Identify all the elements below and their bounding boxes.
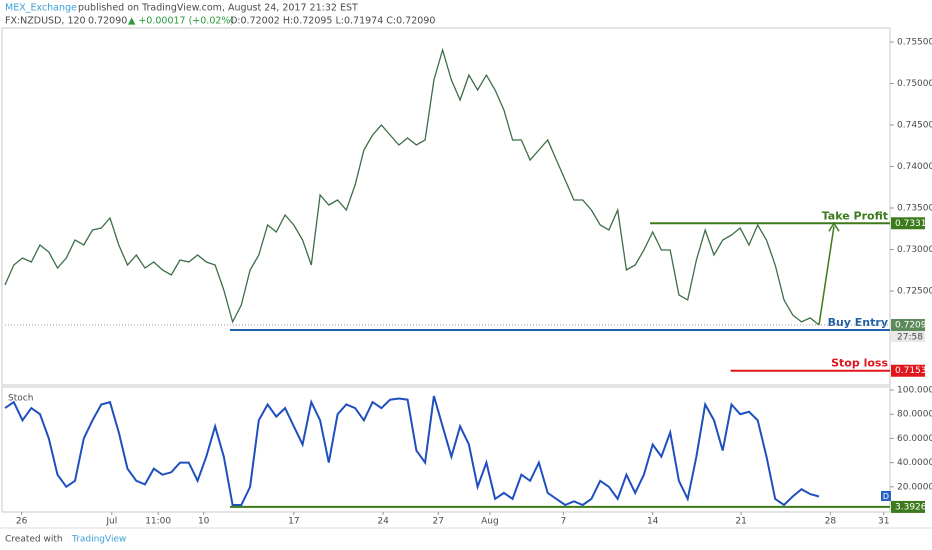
x-tick-label: 10 bbox=[198, 517, 210, 527]
last-tag bbox=[891, 319, 925, 332]
x-tick-label: 17 bbox=[288, 517, 299, 527]
x-tick-label: 11:00 bbox=[145, 517, 171, 527]
y-tick-label: 60.0000 bbox=[897, 434, 932, 444]
price-pane bbox=[1, 27, 891, 386]
y-tick-label: 40.0000 bbox=[897, 458, 932, 468]
badge bbox=[881, 491, 891, 501]
price-tag bbox=[891, 364, 925, 377]
arrow-head bbox=[828, 221, 840, 232]
stoch-title: Stoch bbox=[8, 394, 33, 404]
level-label: Stop loss bbox=[831, 357, 888, 370]
price-tag bbox=[891, 217, 925, 230]
y-tick-label: 0.73000 bbox=[897, 245, 932, 255]
level-label: Take Profit bbox=[822, 209, 888, 222]
published: published on TradingView.com, August 24,… bbox=[78, 3, 358, 14]
x-tick-label: 26 bbox=[16, 517, 28, 527]
x-tick-label: 31 bbox=[878, 517, 889, 527]
price-tag-label: 0.73316 bbox=[895, 219, 932, 229]
y-tick-label: 0.72500 bbox=[897, 286, 932, 296]
y-tick-label: 100.0000 bbox=[897, 385, 932, 395]
badge-label: D bbox=[883, 492, 889, 501]
target-arrow bbox=[818, 226, 835, 326]
stoch-pane bbox=[1, 386, 891, 513]
x-tick-label: 28 bbox=[825, 517, 837, 527]
y-tick-label: 0.74500 bbox=[897, 121, 932, 131]
y-tick-label: 20.0000 bbox=[897, 482, 932, 492]
x-tick-label: 7 bbox=[561, 517, 567, 527]
x-tick-label: 14 bbox=[647, 517, 659, 527]
last-tag-label: 0.72090 bbox=[895, 321, 932, 331]
x-tick-label: Aug bbox=[481, 517, 499, 527]
symbol: FX:NZDUSD, 120 bbox=[5, 16, 86, 27]
price-tag bbox=[891, 500, 925, 513]
price-tag-label: 0.71539 bbox=[895, 366, 932, 376]
y-tick-label: 0.74000 bbox=[897, 162, 932, 172]
y-tick-label: 0.75500 bbox=[897, 38, 932, 48]
author[interactable]: MEX_Exchange bbox=[5, 3, 77, 14]
level-label: Buy Entry bbox=[828, 316, 888, 329]
x-tick-label: 21 bbox=[735, 517, 746, 527]
y-tick-label: 80.0000 bbox=[897, 410, 932, 420]
y-tick-label: 0.73500 bbox=[897, 203, 932, 213]
countdown-tag bbox=[891, 331, 925, 343]
last: 0.72090 bbox=[88, 16, 127, 27]
series-line bbox=[4, 47, 820, 326]
series-line bbox=[4, 395, 820, 507]
y-tick-label: 0.75000 bbox=[897, 79, 932, 89]
footer-created: Created with bbox=[5, 535, 63, 545]
change: ▲ +0.00017 (+0.02%) bbox=[128, 16, 234, 27]
price-tag-label: 3.3926 bbox=[895, 502, 927, 512]
footer-brand[interactable]: TradingView bbox=[71, 535, 126, 545]
countdown-label: 27:58 bbox=[897, 333, 923, 343]
x-tick-label: 27 bbox=[433, 517, 444, 527]
ohlc: O:0.72002 H:0.72095 L:0.71974 C:0.72090 bbox=[230, 16, 435, 27]
x-tick-label: 24 bbox=[377, 517, 389, 527]
x-tick-label: Jul bbox=[105, 517, 117, 527]
